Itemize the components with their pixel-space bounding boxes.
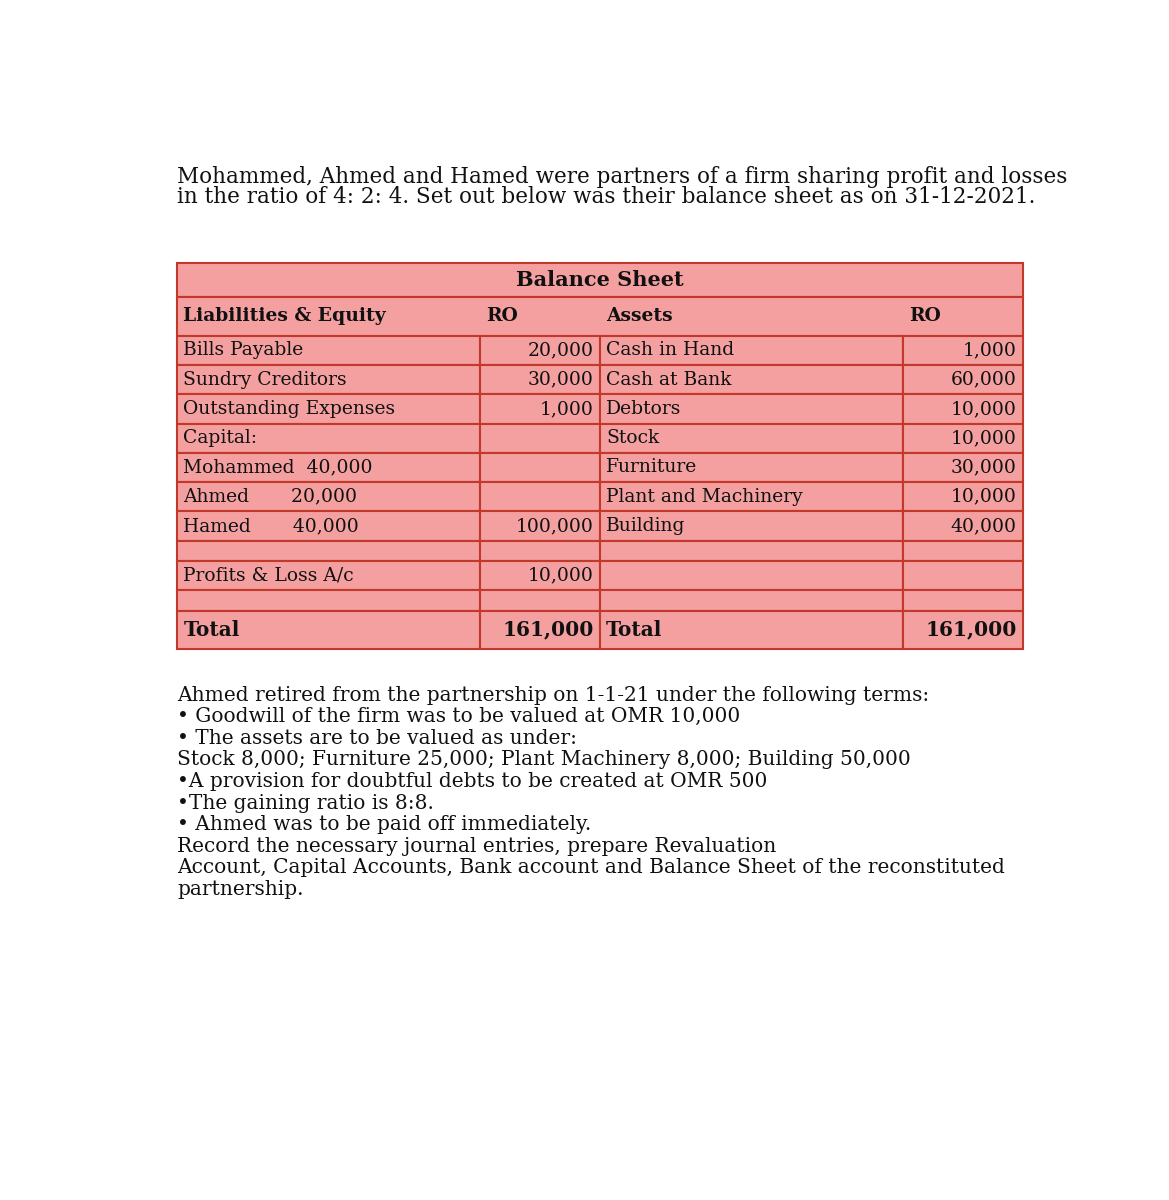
Bar (479, 590, 600, 611)
Bar (479, 540, 600, 562)
Bar (902, 365, 1023, 395)
Text: 30,000: 30,000 (528, 371, 594, 389)
Text: • Goodwill of the firm was to be valued at OMR 10,000: • Goodwill of the firm was to be valued … (178, 707, 740, 726)
Text: Plant and Machinery: Plant and Machinery (606, 487, 803, 505)
Bar (600, 611, 902, 649)
Bar (902, 590, 1023, 611)
Text: • Ahmed was to be paid off immediately.: • Ahmed was to be paid off immediately. (178, 815, 592, 834)
Text: 1,000: 1,000 (962, 341, 1017, 359)
Bar (479, 452, 600, 482)
Text: 161,000: 161,000 (925, 619, 1017, 640)
Text: RO: RO (908, 307, 941, 325)
Bar (479, 336, 600, 365)
Bar (479, 424, 600, 452)
Text: Building: Building (606, 517, 685, 535)
Bar (479, 365, 600, 395)
Bar (902, 336, 1023, 365)
Bar (178, 611, 479, 649)
Bar (479, 482, 600, 511)
Text: 161,000: 161,000 (503, 619, 594, 640)
Bar (178, 365, 479, 395)
Bar (178, 263, 1023, 298)
Text: 10,000: 10,000 (950, 487, 1017, 505)
Text: 10,000: 10,000 (528, 566, 594, 584)
Bar (600, 511, 902, 540)
Text: • The assets are to be valued as under:: • The assets are to be valued as under: (178, 728, 577, 748)
Bar (600, 562, 902, 590)
Bar (178, 562, 479, 590)
Text: •A provision for doubtful debts to be created at OMR 500: •A provision for doubtful debts to be cr… (178, 772, 768, 791)
Text: 10,000: 10,000 (950, 400, 1017, 418)
Bar (600, 336, 902, 365)
Bar (902, 424, 1023, 452)
Text: Total: Total (606, 619, 663, 640)
Text: RO: RO (486, 307, 518, 325)
Text: Total: Total (184, 619, 240, 640)
Text: Cash at Bank: Cash at Bank (606, 371, 732, 389)
Bar (902, 540, 1023, 562)
Bar (600, 365, 902, 395)
Text: Stock 8,000; Furniture 25,000; Plant Machinery 8,000; Building 50,000: Stock 8,000; Furniture 25,000; Plant Mac… (178, 750, 911, 769)
Text: Debtors: Debtors (606, 400, 682, 418)
Text: 30,000: 30,000 (950, 458, 1017, 476)
Text: Bills Payable: Bills Payable (184, 341, 304, 359)
Bar (479, 611, 600, 649)
Text: Sundry Creditors: Sundry Creditors (184, 371, 347, 389)
Bar (902, 511, 1023, 540)
Text: 20,000: 20,000 (527, 341, 594, 359)
Text: Balance Sheet: Balance Sheet (516, 270, 684, 290)
Bar (178, 395, 479, 424)
Bar (178, 452, 479, 482)
Text: Assets: Assets (606, 307, 672, 325)
Text: 1,000: 1,000 (540, 400, 594, 418)
Bar (479, 511, 600, 540)
Bar (600, 590, 902, 611)
Text: 10,000: 10,000 (950, 430, 1017, 448)
Bar (479, 395, 600, 424)
Text: Record the necessary journal entries, prepare Revaluation: Record the necessary journal entries, pr… (178, 836, 776, 856)
Text: Ahmed       20,000: Ahmed 20,000 (184, 487, 358, 505)
Text: Outstanding Expenses: Outstanding Expenses (184, 400, 395, 418)
Bar (178, 298, 1023, 336)
Bar (902, 562, 1023, 590)
Text: partnership.: partnership. (178, 880, 304, 899)
Text: 60,000: 60,000 (950, 371, 1017, 389)
Bar (600, 540, 902, 562)
Text: Cash in Hand: Cash in Hand (606, 341, 734, 359)
Text: Capital:: Capital: (184, 430, 257, 448)
Bar (178, 511, 479, 540)
Bar (902, 482, 1023, 511)
Text: 40,000: 40,000 (950, 517, 1017, 535)
Text: Profits & Loss A/c: Profits & Loss A/c (184, 566, 354, 584)
Text: Hamed       40,000: Hamed 40,000 (184, 517, 359, 535)
Bar (178, 540, 479, 562)
Bar (178, 336, 479, 365)
Text: in the ratio of 4: 2: 4. Set out below was their balance sheet as on 31-12-2021.: in the ratio of 4: 2: 4. Set out below w… (178, 186, 1036, 208)
Text: Furniture: Furniture (606, 458, 698, 476)
Text: Mohammed  40,000: Mohammed 40,000 (184, 458, 373, 476)
Text: Stock: Stock (606, 430, 659, 448)
Text: Ahmed retired from the partnership on 1-1-21 under the following terms:: Ahmed retired from the partnership on 1-… (178, 685, 929, 704)
Text: Mohammed, Ahmed and Hamed were partners of a firm sharing profit and losses: Mohammed, Ahmed and Hamed were partners … (178, 166, 1067, 187)
Text: •The gaining ratio is 8:8.: •The gaining ratio is 8:8. (178, 793, 434, 812)
Bar (178, 424, 479, 452)
Bar (902, 395, 1023, 424)
Bar (600, 452, 902, 482)
Bar (600, 395, 902, 424)
Bar (178, 482, 479, 511)
Text: 100,000: 100,000 (516, 517, 594, 535)
Text: Account, Capital Accounts, Bank account and Balance Sheet of the reconstituted: Account, Capital Accounts, Bank account … (178, 858, 1005, 877)
Bar (178, 590, 479, 611)
Bar (479, 562, 600, 590)
Bar (902, 611, 1023, 649)
Bar (600, 424, 902, 452)
Bar (902, 452, 1023, 482)
Text: Liabilities & Equity: Liabilities & Equity (184, 307, 386, 325)
Bar (600, 482, 902, 511)
